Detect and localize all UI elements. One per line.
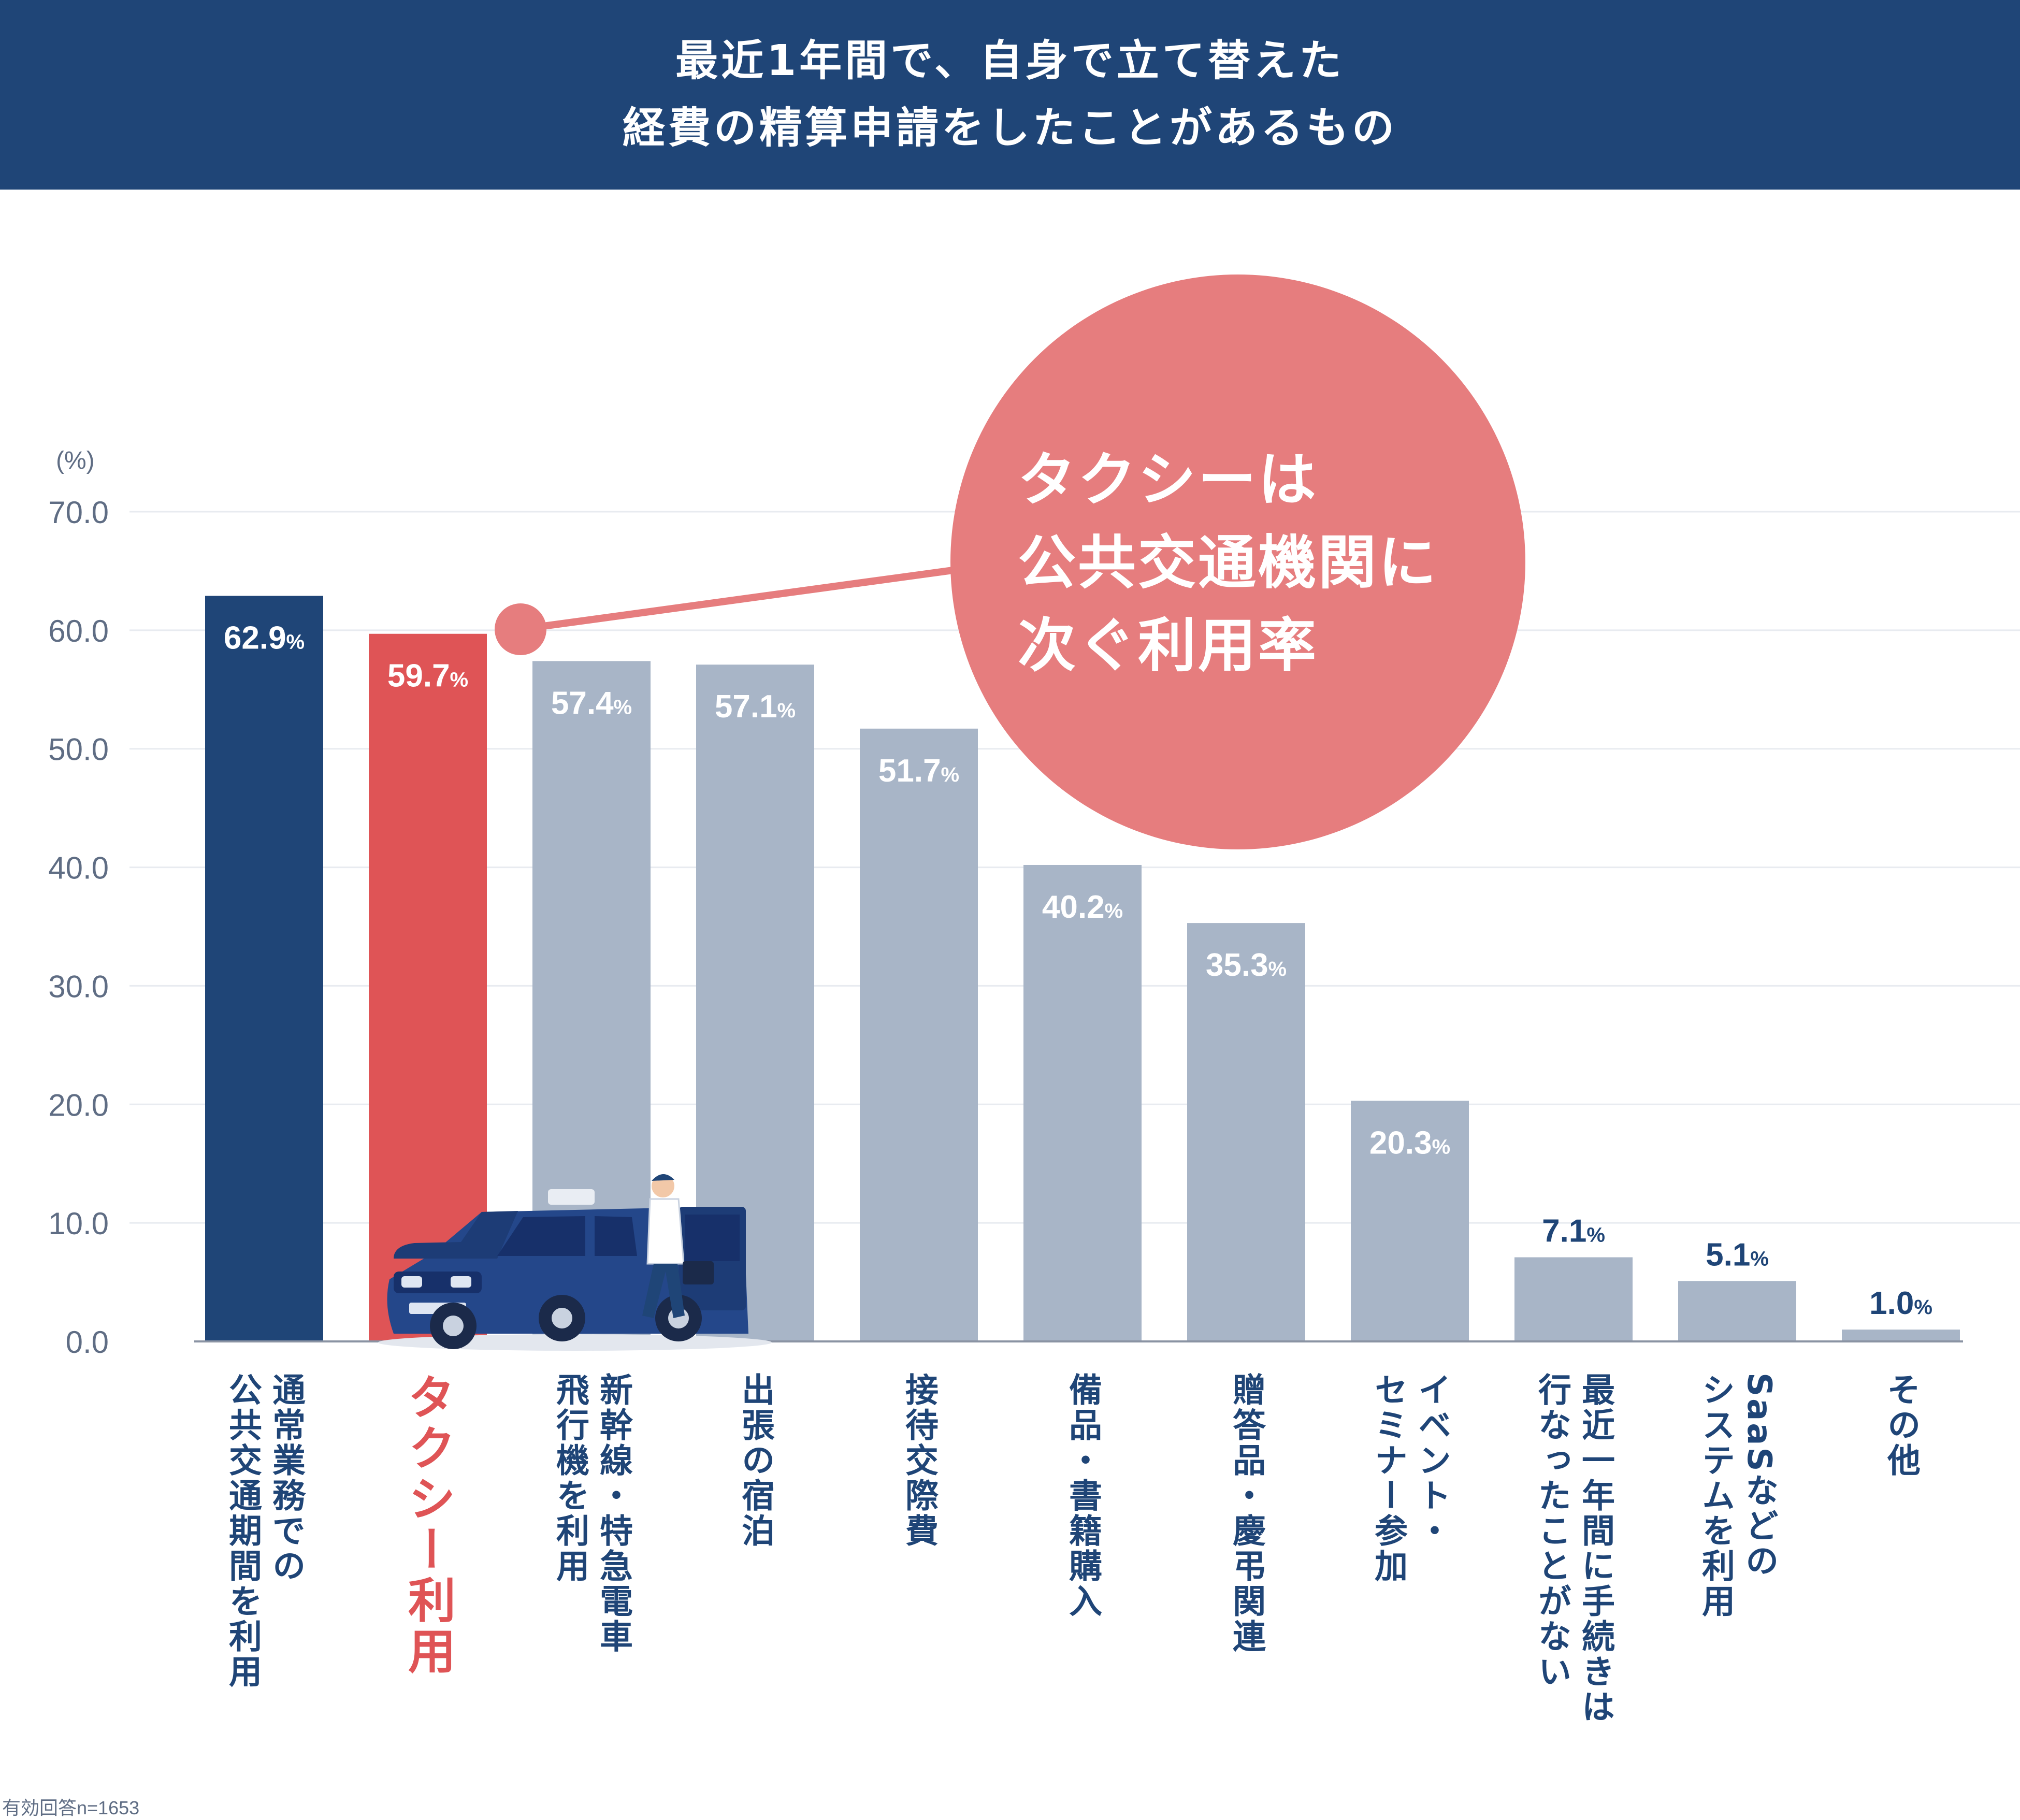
- taxi-businessman-icon: [378, 1174, 772, 1351]
- category-label: 最近一年間に手続きは: [1576, 1373, 1615, 1725]
- category-label: 出張の宿泊: [736, 1373, 775, 1549]
- chart-title-line2: 経費の精算申請をしたことがあるもの: [622, 104, 1397, 153]
- value-label: 40.2%: [1042, 889, 1123, 925]
- category-label: 行なったことがない: [1533, 1373, 1571, 1689]
- bar-10: [1842, 1330, 1960, 1341]
- value-label: 5.1%: [1706, 1237, 1769, 1273]
- value-label: 1.0%: [1869, 1285, 1932, 1321]
- chart-title-banner: 最近1年間で、自身で立て替えた 経費の精算申請をしたことがあるもの: [0, 0, 2020, 190]
- callout-text-line: 次ぐ利用率: [1018, 612, 1318, 680]
- bar-0: [205, 596, 323, 1341]
- value-label: 62.9%: [224, 620, 305, 656]
- bar-7: [1351, 1101, 1469, 1341]
- value-label: 20.3%: [1369, 1125, 1450, 1161]
- bar-5: [1023, 864, 1142, 1341]
- category-label: 通常業務での: [267, 1373, 306, 1584]
- category-label: 公共交通期間を利用: [223, 1373, 262, 1689]
- value-label: 7.1%: [1542, 1214, 1605, 1249]
- y-tick-label: 50.0: [48, 732, 109, 767]
- y-axis-unit-label: (%): [56, 447, 95, 474]
- y-tick-label: 40.0: [48, 851, 109, 886]
- y-tick-label: 60.0: [48, 614, 109, 648]
- callout-text-line: 公共交通機関に: [1018, 529, 1438, 597]
- value-label: 51.7%: [878, 753, 959, 789]
- category-label: システムを利用: [1696, 1373, 1735, 1619]
- category-label: その他: [1882, 1373, 1921, 1478]
- y-tick-label: 0.0: [66, 1325, 109, 1360]
- value-label: 57.4%: [551, 685, 632, 721]
- bar-1: [369, 633, 487, 1341]
- bar-9: [1678, 1281, 1796, 1341]
- value-label: 59.7%: [387, 658, 468, 694]
- category-label: 飛行機を利用: [551, 1373, 589, 1584]
- category-label: タクシー利用: [400, 1373, 456, 1677]
- value-label: 35.3%: [1206, 947, 1287, 983]
- y-tick-label: 30.0: [48, 969, 109, 1004]
- category-label: 新幹線・特急電車: [594, 1373, 633, 1654]
- bar-4: [860, 728, 978, 1341]
- sample-size-note: 有効回答n=1653: [2, 1797, 140, 1818]
- category-label: SaaSなどの: [1740, 1373, 1778, 1579]
- category-label: 備品・書籍購入: [1063, 1373, 1102, 1619]
- y-tick-label: 70.0: [48, 495, 109, 530]
- callout-circle: [950, 275, 1525, 849]
- category-label: イベント・: [1412, 1373, 1451, 1549]
- bar-8: [1514, 1257, 1633, 1341]
- y-tick-label: 10.0: [48, 1206, 109, 1241]
- value-label: 57.1%: [715, 689, 796, 725]
- y-tick-label: 20.0: [48, 1088, 109, 1122]
- bar-6: [1187, 923, 1305, 1341]
- chart-title-line1: 最近1年間で、自身で立て替えた: [675, 36, 1345, 85]
- callout-connector: [520, 561, 995, 633]
- category-label: 接待交際費: [900, 1373, 939, 1549]
- category-label: 贈答品・慶弔関連: [1227, 1373, 1266, 1654]
- category-label: セミナー参加: [1369, 1373, 1408, 1584]
- callout-text-line: タクシーは: [1018, 446, 1318, 514]
- callout-dot: [495, 603, 546, 655]
